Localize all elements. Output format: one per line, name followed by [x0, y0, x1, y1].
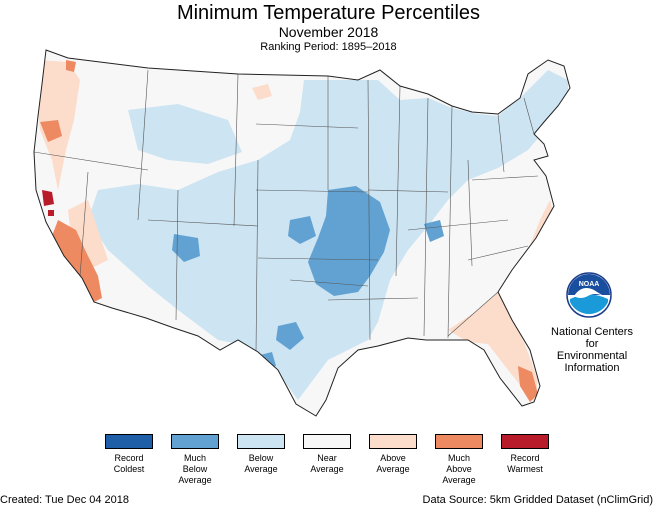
- legend-swatch: [501, 434, 549, 449]
- data-source: Data Source: 5km Gridded Dataset (nClimG…: [422, 494, 653, 506]
- map-region-much-below-average: [288, 216, 316, 244]
- legend: Record Coldest Much Below Average Below …: [96, 434, 556, 494]
- legend-label: Near Average: [310, 453, 344, 474]
- map-region-below-average: [438, 112, 480, 166]
- map-region-much-above-average: [40, 120, 62, 142]
- legend-item-near-average: Near Average: [294, 434, 360, 475]
- legend-label: Much Above Average: [442, 453, 476, 485]
- legend-swatch: [171, 434, 219, 449]
- map-region-record-warmest: [42, 190, 54, 206]
- state-borders: [34, 69, 539, 353]
- map-region-much-below-average: [172, 234, 200, 262]
- legend-label: Above Average: [376, 453, 410, 474]
- legend-item-much-above-average: Much Above Average: [426, 434, 492, 486]
- us-outline: [33, 49, 571, 417]
- legend-swatch: [303, 434, 351, 449]
- legend-item-record-coldest: Record Coldest: [96, 434, 162, 475]
- us-temperature-map: [33, 49, 571, 417]
- map-region-much-above-average: [52, 220, 102, 302]
- legend-item-above-average: Above Average: [360, 434, 426, 475]
- map-region-much-above-average: [66, 60, 76, 72]
- created-date: Created: Tue Dec 04 2018: [0, 494, 130, 506]
- ranking-period: Ranking Period: 1895–2018: [260, 41, 397, 53]
- map-region-above-average: [252, 84, 272, 100]
- legend-label: Much Below Average: [178, 453, 212, 485]
- legend-label: Record Coldest: [113, 453, 145, 474]
- legend-swatch: [237, 434, 285, 449]
- noaa-logo-text: NOAA: [579, 281, 600, 288]
- map-region-much-below-average: [424, 220, 444, 242]
- legend-label: Below Average: [244, 453, 278, 474]
- legend-item-record-warmest: Record Warmest: [492, 434, 558, 475]
- map-region-much-below-average: [276, 322, 304, 350]
- map-region-much-above-average: [518, 366, 538, 402]
- map-title: Minimum Temperature Percentiles: [176, 2, 481, 24]
- legend-swatch: [369, 434, 417, 449]
- legend-label: Record Warmest: [507, 453, 543, 474]
- map-region-above-average: [448, 200, 554, 402]
- noaa-logo-icon: NOAA: [566, 272, 612, 318]
- map-subtitle: November 2018: [278, 24, 379, 40]
- org-name: National Centers for Environmental Infor…: [551, 326, 633, 374]
- legend-item-below-average: Below Average: [228, 434, 294, 475]
- map-region-record-warmest: [48, 210, 54, 216]
- legend-item-much-below-average: Much Below Average: [162, 434, 228, 486]
- legend-swatch: [105, 434, 153, 449]
- map-region-below-average: [128, 104, 242, 164]
- legend-swatch: [435, 434, 483, 449]
